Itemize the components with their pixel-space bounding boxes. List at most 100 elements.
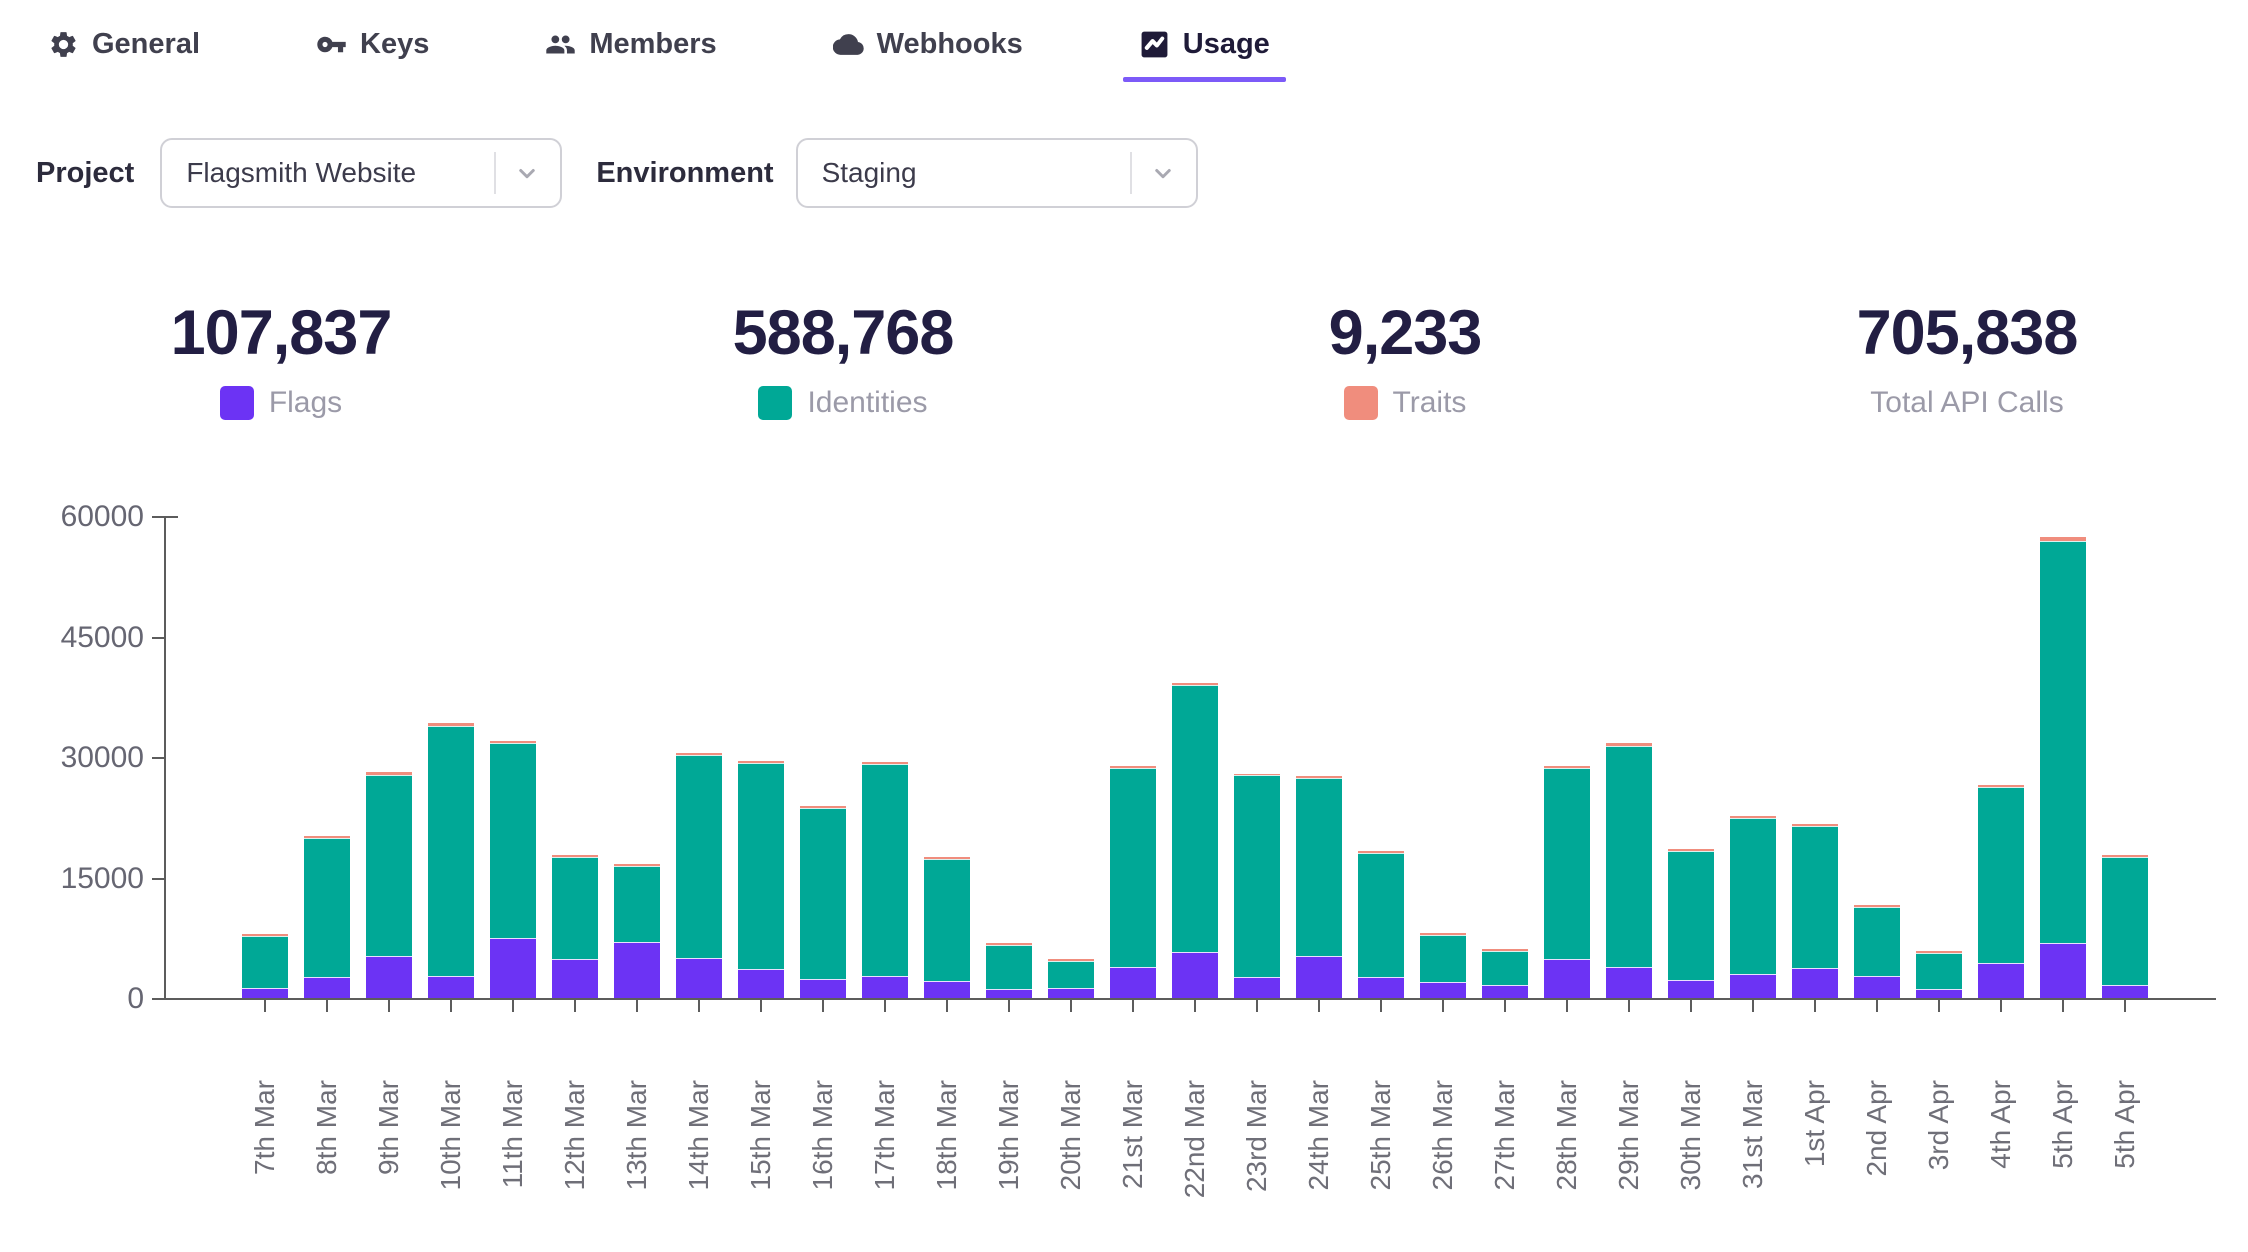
x-axis-label: 13th Mar bbox=[621, 1080, 652, 1191]
x-axis-tick bbox=[1876, 1000, 1878, 1012]
bar[interactable] bbox=[1110, 765, 1156, 998]
x-axis-tick bbox=[1628, 1000, 1630, 1012]
x-axis-tick bbox=[574, 1000, 576, 1012]
bar-segment-identities bbox=[1916, 953, 1962, 989]
bar[interactable] bbox=[986, 943, 1032, 998]
bar-segment-traits bbox=[2040, 537, 2086, 541]
bar-segment-flags bbox=[738, 969, 784, 998]
x-axis-label: 30th Mar bbox=[1675, 1080, 1706, 1191]
bar-segment-flags bbox=[304, 977, 350, 998]
tab-members[interactable]: Members bbox=[545, 28, 717, 61]
bar-segment-flags bbox=[800, 978, 846, 998]
tab-usage[interactable]: Usage bbox=[1122, 28, 1286, 82]
x-axis-label: 15th Mar bbox=[745, 1080, 776, 1191]
x-axis-label: 10th Mar bbox=[435, 1080, 466, 1191]
y-axis-label: 45000 bbox=[60, 621, 144, 654]
x-axis-label: 5th Apr bbox=[2047, 1080, 2078, 1169]
x-axis-label: 16th Mar bbox=[807, 1080, 838, 1191]
bar[interactable] bbox=[552, 855, 598, 998]
x-axis-label: 25th Mar bbox=[1365, 1080, 1396, 1191]
tab-keys[interactable]: Keys bbox=[316, 28, 429, 61]
bar[interactable] bbox=[1730, 816, 1776, 999]
bar-segment-traits bbox=[1234, 773, 1280, 776]
bar-segment-traits bbox=[738, 761, 784, 764]
bar-segment-identities bbox=[428, 726, 474, 977]
bar-segment-flags bbox=[1668, 979, 1714, 998]
bar-segment-identities bbox=[490, 743, 536, 939]
x-axis-label: 22nd Mar bbox=[1179, 1080, 1210, 1199]
x-axis-tick bbox=[1442, 1000, 1444, 1012]
x-axis-line bbox=[164, 998, 2216, 1000]
bar[interactable] bbox=[676, 753, 722, 998]
bar[interactable] bbox=[428, 722, 474, 998]
bar-segment-flags bbox=[366, 956, 412, 998]
chevron-down-icon bbox=[512, 158, 542, 188]
bar-segment-identities bbox=[1730, 817, 1776, 974]
bar[interactable] bbox=[1420, 933, 1466, 998]
bar[interactable] bbox=[614, 864, 660, 998]
y-axis-label: 60000 bbox=[60, 500, 144, 533]
bar-segment-flags bbox=[1978, 962, 2024, 998]
tab-webhooks[interactable]: Webhooks bbox=[832, 28, 1023, 61]
x-axis-tick bbox=[1132, 1000, 1134, 1012]
bar[interactable] bbox=[242, 934, 288, 998]
bar-segment-traits bbox=[304, 835, 350, 839]
tab-general[interactable]: General bbox=[48, 28, 200, 61]
bar[interactable] bbox=[490, 740, 536, 998]
bar[interactable] bbox=[2040, 537, 2086, 998]
x-axis-label: 12th Mar bbox=[559, 1080, 590, 1191]
flags-legend-label: Flags bbox=[268, 386, 343, 420]
x-axis-label: 21st Mar bbox=[1117, 1080, 1148, 1189]
bar[interactable] bbox=[1854, 904, 1900, 998]
bar[interactable] bbox=[1978, 784, 2024, 998]
bar-segment-identities bbox=[2040, 540, 2086, 943]
bar-segment-traits bbox=[1172, 682, 1218, 686]
bar-segment-identities bbox=[676, 755, 722, 958]
bar-segment-identities bbox=[1792, 826, 1838, 968]
bar[interactable] bbox=[2102, 854, 2148, 998]
bar[interactable] bbox=[1916, 951, 1962, 998]
bar[interactable] bbox=[1296, 775, 1342, 998]
bar-segment-traits bbox=[1482, 948, 1528, 951]
x-axis-label: 17th Mar bbox=[869, 1080, 900, 1191]
bar[interactable] bbox=[800, 806, 846, 998]
bar[interactable] bbox=[1048, 959, 1094, 998]
bar[interactable] bbox=[366, 771, 412, 998]
bar[interactable] bbox=[1172, 682, 1218, 998]
bar[interactable] bbox=[1544, 765, 1590, 998]
bar-segment-flags bbox=[1172, 952, 1218, 998]
bar-segment-identities bbox=[1172, 685, 1218, 953]
environment-select[interactable]: Staging bbox=[795, 138, 1198, 208]
bar-segment-flags bbox=[490, 938, 536, 998]
bar[interactable] bbox=[304, 835, 350, 998]
x-axis-label: 23rd Mar bbox=[1241, 1080, 1272, 1193]
bar-segment-flags bbox=[1544, 958, 1590, 998]
bar-segment-traits bbox=[490, 740, 536, 744]
bar-segment-flags bbox=[1110, 966, 1156, 998]
select-divider bbox=[1129, 152, 1132, 194]
bar[interactable] bbox=[1668, 849, 1714, 998]
bar[interactable] bbox=[738, 761, 784, 998]
x-axis-tick bbox=[698, 1000, 700, 1012]
bar[interactable] bbox=[1234, 773, 1280, 998]
x-axis-label: 29th Mar bbox=[1613, 1080, 1644, 1191]
bar-segment-flags bbox=[1792, 967, 1838, 998]
x-axis-label: 27th Mar bbox=[1489, 1080, 1520, 1191]
bar-segment-identities bbox=[366, 774, 412, 957]
bar[interactable] bbox=[1606, 743, 1652, 998]
bar-segment-flags bbox=[1482, 984, 1528, 998]
x-axis-tick bbox=[822, 1000, 824, 1012]
x-axis-tick bbox=[1566, 1000, 1568, 1012]
x-axis-label: 7th Mar bbox=[249, 1080, 280, 1175]
bar[interactable] bbox=[1358, 851, 1404, 998]
tab-general-label: General bbox=[92, 27, 200, 60]
traits-total: 9,233 bbox=[1328, 298, 1483, 368]
bar[interactable] bbox=[862, 761, 908, 998]
x-axis-label: 4th Apr bbox=[1985, 1080, 2016, 1169]
tab-keys-label: Keys bbox=[360, 27, 430, 60]
bar[interactable] bbox=[1792, 824, 1838, 998]
project-select[interactable]: Flagsmith Website bbox=[160, 138, 563, 208]
bar[interactable] bbox=[924, 857, 970, 998]
x-axis-label: 28th Mar bbox=[1551, 1080, 1582, 1191]
bar[interactable] bbox=[1482, 948, 1528, 998]
